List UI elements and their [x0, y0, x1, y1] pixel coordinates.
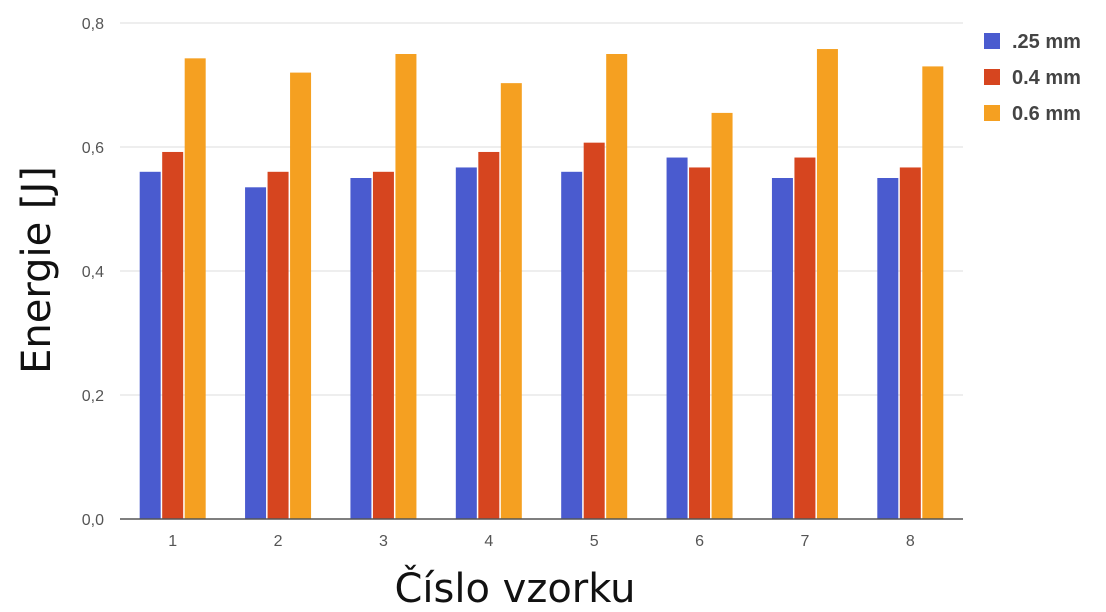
- y-tick-label: 0,8: [82, 16, 104, 33]
- bar: [794, 157, 816, 520]
- legend-swatch: [984, 69, 1000, 85]
- bar: [771, 178, 793, 519]
- bar: [267, 171, 289, 520]
- bars: [139, 49, 944, 520]
- x-tick-label: 3: [379, 533, 388, 550]
- bar: [245, 187, 267, 520]
- y-tick-label: 0,4: [82, 264, 104, 281]
- bar: [455, 167, 477, 519]
- bar: [877, 178, 899, 519]
- y-tick-label: 0,2: [82, 388, 104, 405]
- legend-label: .25 mm: [1012, 31, 1081, 53]
- x-tick-label: 4: [484, 533, 493, 550]
- x-axis-ticks: 1 2 3 4 5 6 7 8: [168, 533, 915, 550]
- bar: [606, 54, 628, 519]
- legend-label: 0.6 mm: [1012, 103, 1081, 125]
- y-tick-label: 0,6: [82, 140, 104, 157]
- y-axis-title: Energie [J]: [14, 166, 60, 374]
- bar: [139, 171, 161, 520]
- x-tick-label: 8: [906, 533, 915, 550]
- x-tick-label: 6: [695, 533, 704, 550]
- legend-swatch: [984, 33, 1000, 49]
- bar: [184, 58, 206, 520]
- x-tick-label: 1: [168, 533, 177, 550]
- bar: [583, 142, 605, 519]
- bar: [478, 151, 500, 519]
- bar: [922, 66, 944, 520]
- y-tick-label: 0,0: [82, 512, 104, 529]
- bar: [500, 83, 522, 519]
- x-tick-label: 2: [274, 533, 283, 550]
- x-tick-label: 7: [800, 533, 809, 550]
- bar: [561, 171, 583, 520]
- y-axis-ticks: 0,0 0,2 0,4 0,6 0,8: [82, 16, 104, 529]
- legend: .25 mm 0.4 mm 0.6 mm: [984, 31, 1081, 125]
- bar: [899, 167, 921, 519]
- bar: [290, 72, 312, 519]
- x-tick-label: 5: [590, 533, 599, 550]
- bar: [666, 157, 688, 520]
- legend-swatch: [984, 105, 1000, 121]
- bar: [816, 49, 838, 519]
- bar: [350, 178, 372, 519]
- bar: [372, 171, 394, 520]
- bar: [395, 54, 417, 519]
- legend-label: 0.4 mm: [1012, 67, 1081, 89]
- bar: [689, 167, 711, 519]
- bar: [162, 151, 184, 519]
- x-axis-title: Číslo vzorku: [394, 564, 635, 612]
- bar: [711, 112, 733, 520]
